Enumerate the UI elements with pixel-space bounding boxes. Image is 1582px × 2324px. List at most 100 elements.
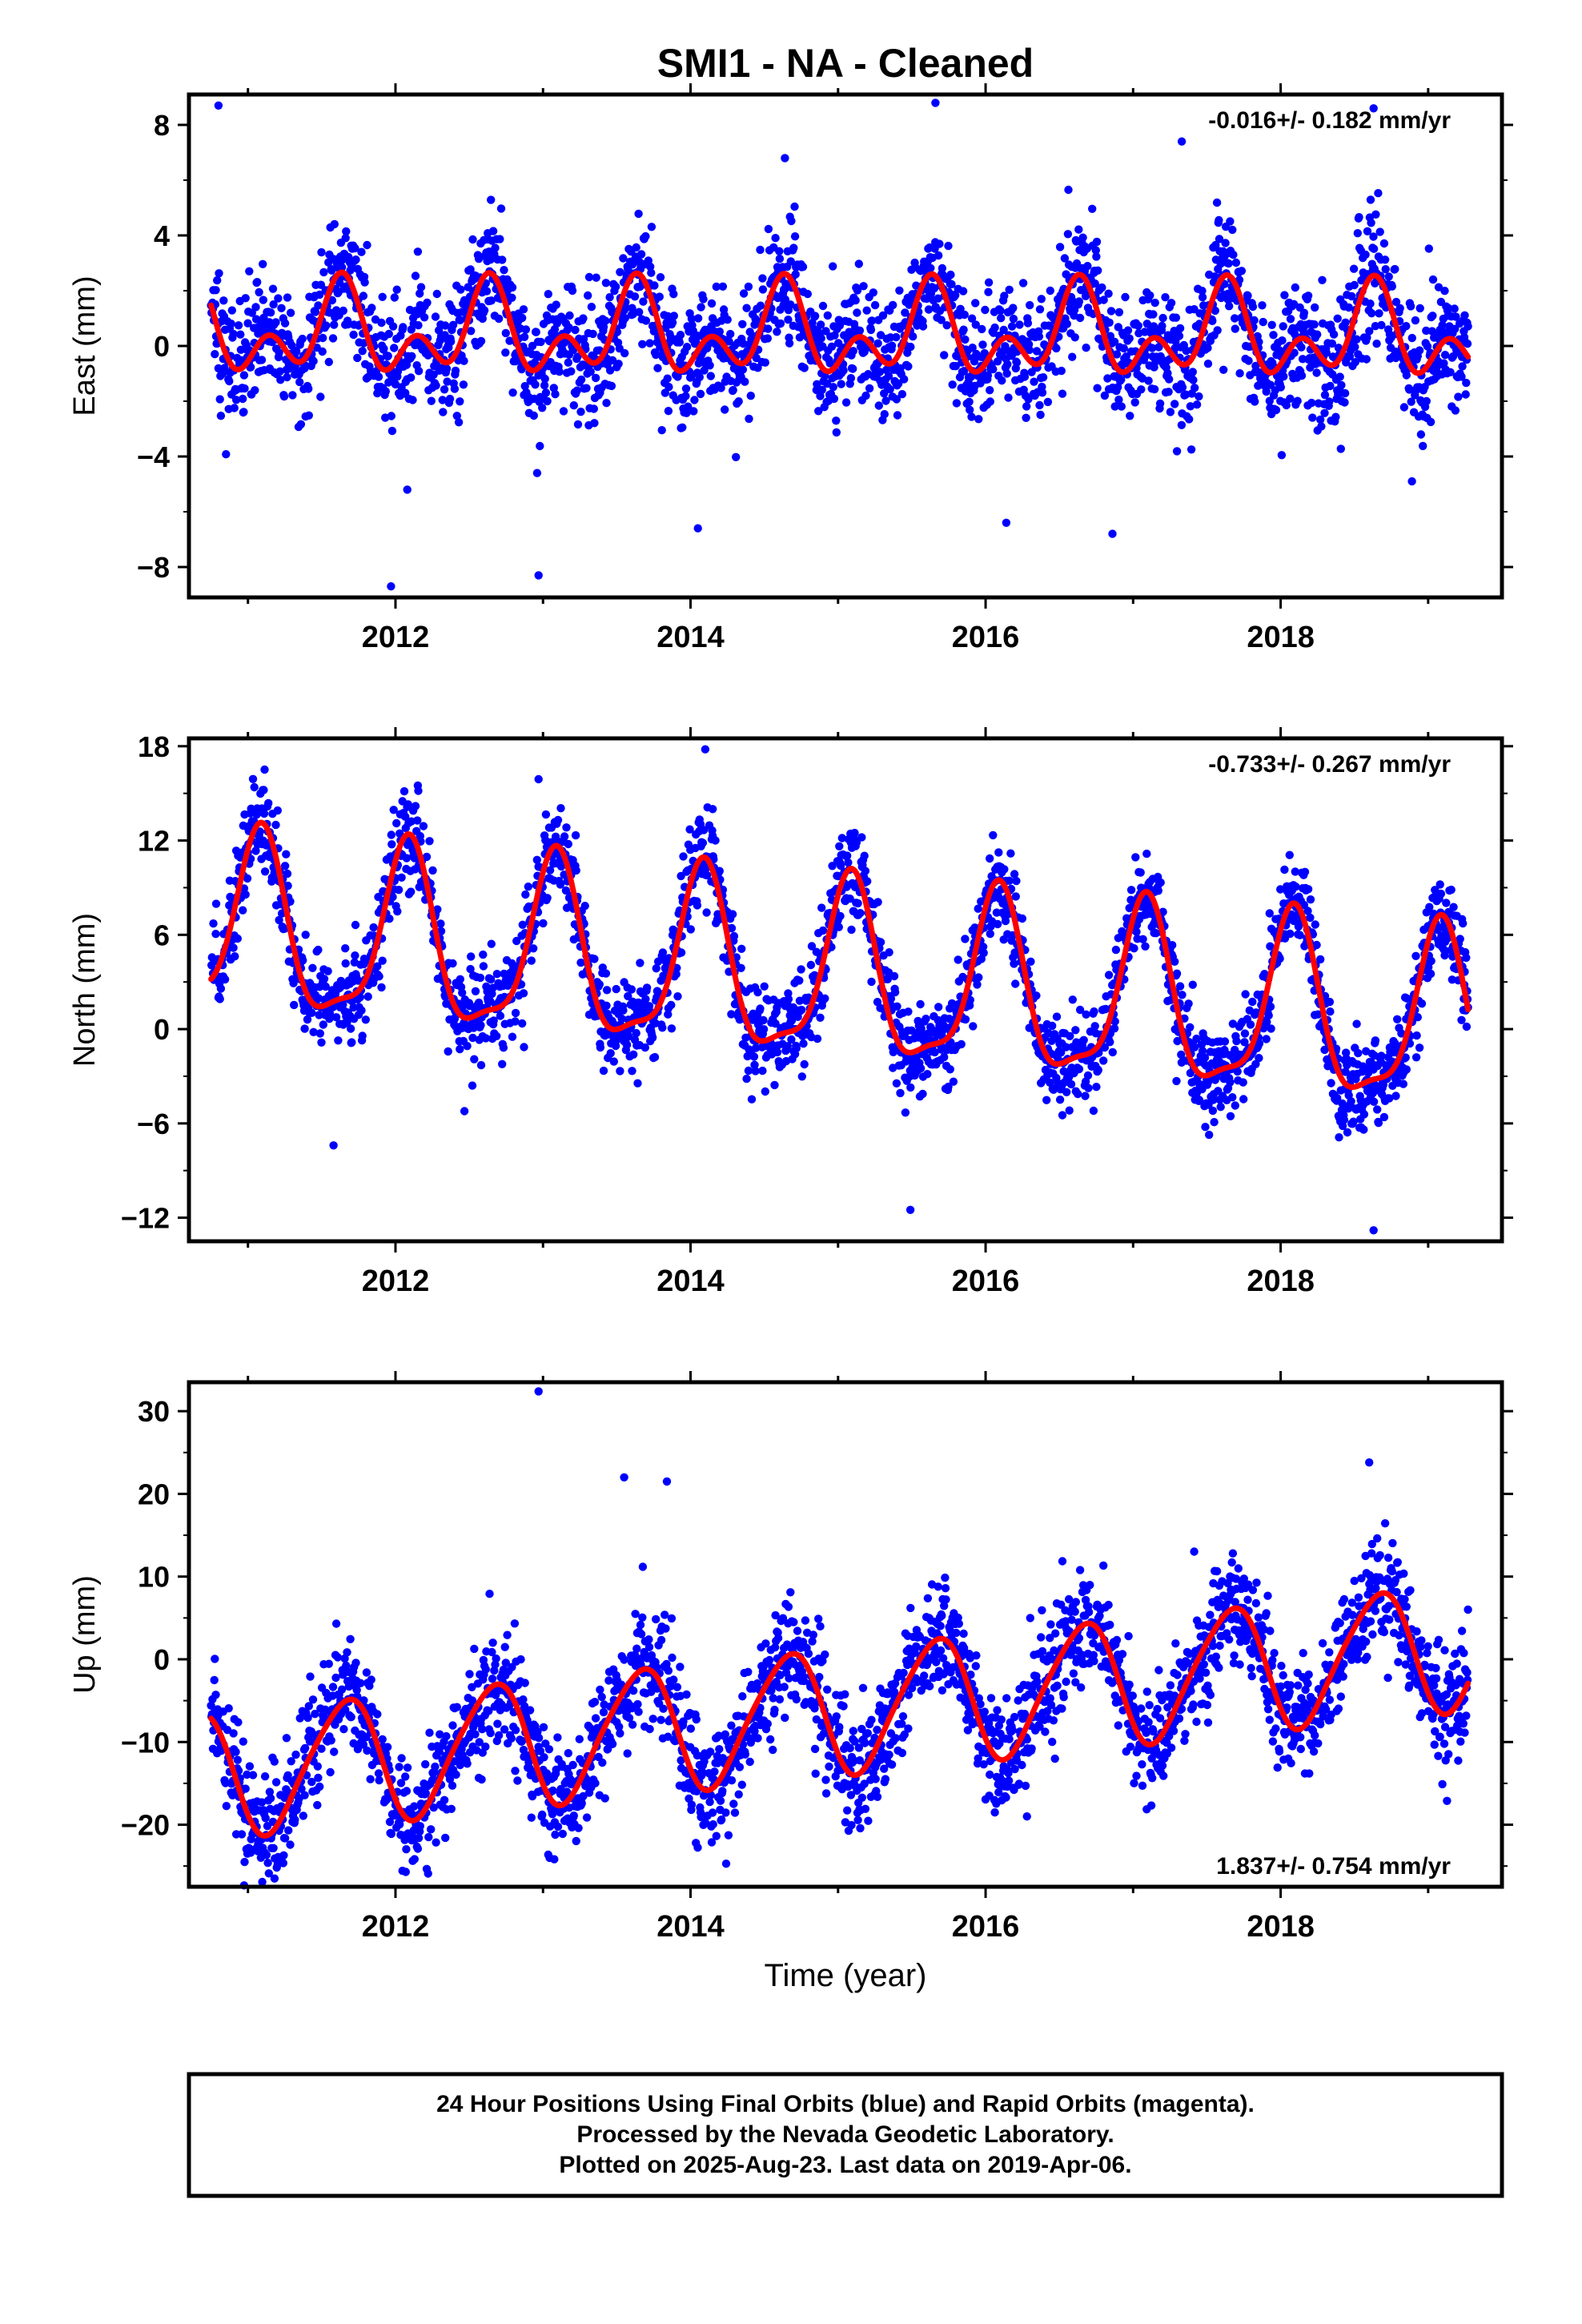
data-point — [1066, 1080, 1076, 1089]
data-point — [832, 416, 841, 425]
data-point — [711, 836, 720, 845]
data-point — [892, 1079, 901, 1088]
data-point — [584, 291, 592, 300]
data-point — [351, 255, 360, 264]
data-point — [363, 992, 372, 1001]
data-point — [1166, 408, 1175, 416]
data-point — [633, 1079, 642, 1088]
data-point — [836, 911, 845, 921]
data-point — [1280, 865, 1289, 875]
data-point — [521, 325, 531, 334]
data-point — [245, 267, 254, 275]
data-point — [1208, 316, 1217, 325]
data-point — [849, 347, 858, 356]
data-point — [1307, 398, 1316, 408]
data-point — [687, 372, 696, 381]
data-point — [665, 383, 673, 392]
data-point — [1185, 415, 1194, 424]
data-point — [1286, 394, 1295, 403]
data-point — [647, 268, 656, 277]
data-point — [632, 1028, 640, 1038]
data-point — [445, 394, 455, 404]
data-point — [1130, 398, 1139, 407]
data-point — [1350, 280, 1359, 290]
data-point — [440, 385, 449, 394]
data-point — [277, 304, 286, 312]
data-point — [926, 263, 935, 272]
data-point — [890, 987, 900, 997]
data-point — [706, 372, 715, 380]
data-point — [715, 327, 724, 336]
data-point — [642, 983, 652, 992]
data-point — [949, 1077, 958, 1086]
data-point — [215, 395, 224, 404]
data-point — [800, 364, 809, 372]
data-point — [867, 316, 877, 325]
data-point — [761, 358, 769, 367]
data-point — [1326, 381, 1335, 391]
data-point — [799, 1039, 808, 1048]
data-point — [1239, 1078, 1247, 1087]
data-point — [211, 930, 220, 939]
data-point — [974, 415, 983, 424]
data-point — [463, 1042, 472, 1051]
data-point — [960, 310, 970, 320]
data-point — [878, 311, 888, 320]
data-point — [1006, 849, 1015, 858]
data-point — [1018, 914, 1027, 923]
data-point — [1156, 878, 1165, 887]
data-point — [895, 286, 904, 295]
data-point — [847, 925, 856, 935]
data-point — [968, 344, 977, 352]
data-point — [784, 316, 793, 324]
data-point — [298, 334, 307, 344]
data-point — [341, 959, 350, 968]
data-point — [1225, 302, 1234, 311]
data-point — [873, 898, 882, 907]
data-point — [887, 341, 897, 350]
data-point — [1142, 849, 1151, 858]
data-point — [500, 266, 508, 275]
data-point — [813, 380, 821, 388]
data-point — [934, 251, 943, 260]
data-point — [944, 241, 953, 251]
data-point — [1359, 1110, 1369, 1119]
data-point — [616, 1067, 624, 1076]
data-point — [1280, 291, 1289, 300]
data-point — [906, 342, 915, 352]
data-point — [1211, 272, 1219, 281]
data-point — [1005, 285, 1014, 294]
data-point — [311, 308, 320, 316]
data-point — [1175, 324, 1185, 333]
data-point — [316, 280, 326, 289]
data-point — [1106, 1038, 1114, 1047]
data-point — [257, 356, 267, 364]
data-point — [543, 396, 552, 406]
data-point — [737, 944, 746, 954]
data-point — [628, 1067, 636, 1076]
data-point — [850, 828, 859, 838]
data-point — [753, 364, 762, 372]
data-point — [1100, 391, 1110, 400]
data-point — [317, 1038, 326, 1047]
data-point — [834, 923, 844, 931]
data-point — [816, 320, 825, 329]
data-point — [986, 397, 995, 406]
data-point — [1267, 320, 1276, 329]
data-point — [1271, 405, 1281, 415]
data-point — [1255, 1054, 1263, 1063]
data-point — [739, 289, 749, 298]
data-point — [1110, 337, 1119, 346]
data-point — [601, 279, 611, 287]
data-point — [439, 408, 448, 416]
data-point — [385, 915, 394, 923]
data-point — [781, 279, 790, 288]
data-point — [702, 908, 711, 917]
data-point — [393, 907, 402, 916]
data-point — [1062, 320, 1072, 328]
data-point — [573, 420, 583, 429]
data-point — [934, 294, 942, 303]
data-point — [648, 1033, 657, 1043]
data-point — [1068, 352, 1077, 361]
data-point — [981, 305, 990, 315]
